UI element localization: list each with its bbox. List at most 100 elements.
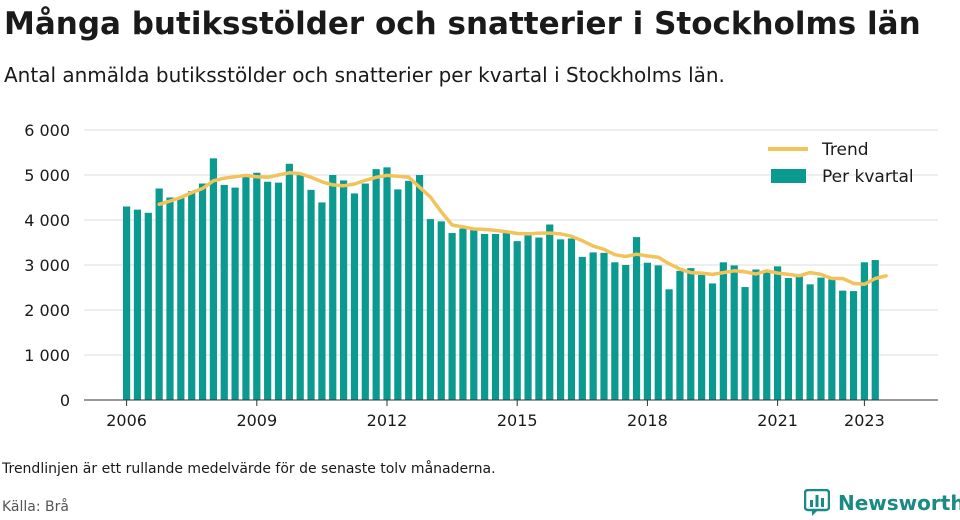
x-tick-label: 2015 [497,411,538,430]
y-tick-label: 3 000 [24,256,70,275]
bar [567,238,576,400]
bar [502,232,510,400]
bar [632,237,641,400]
bar [133,209,142,400]
brand-name: Newsworthy [838,491,960,515]
bar [698,274,706,400]
bar [871,260,879,400]
bar [372,169,380,400]
bar [546,224,554,400]
bar [166,197,174,400]
bar [643,262,651,400]
bar [600,252,608,400]
bar [361,183,369,400]
bar-series [123,158,879,400]
legend-bar-swatch [771,169,806,183]
trend-line [157,171,888,287]
bar [285,163,293,400]
bar [784,278,793,400]
x-tick-label: 2006 [106,411,147,430]
bar [459,228,467,400]
y-tick-label: 6 000 [24,121,70,140]
bar [318,202,326,400]
x-tick-label: 2012 [367,411,408,430]
bar [231,187,239,400]
y-tick-label: 1 000 [24,346,70,365]
bar [763,270,771,400]
bar [849,291,858,400]
bar [676,270,684,400]
bar [795,274,803,400]
chart-title: Många butiksstölder och snatterier i Sto… [4,6,921,42]
bar [557,239,565,400]
bar [513,241,521,400]
bar [329,175,337,400]
bar [860,262,868,400]
bar [340,180,348,400]
trend-series [157,171,888,287]
bar [437,221,445,400]
source-note: Källa: Brå [2,499,69,515]
legend-bar-label: Per kvartal [822,167,914,187]
bar [198,183,207,400]
bar [719,262,727,400]
bar [741,287,749,400]
bar [242,175,250,400]
bar [274,182,283,400]
bar [730,265,738,400]
bar [828,279,836,400]
bar [774,266,782,400]
bar [708,283,717,400]
bar [426,219,434,400]
bar [144,212,152,400]
bar [253,172,261,400]
bar [481,233,489,400]
bar [470,229,478,400]
bar [752,269,760,400]
x-tick-label: 2021 [757,411,798,430]
bar [405,180,413,400]
legend-trend-label: Trend [821,140,869,160]
bar [806,284,814,400]
y-tick-label: 0 [60,391,70,410]
y-tick-label: 4 000 [24,211,70,230]
x-tick-label: 2018 [627,411,668,430]
bar [296,173,304,400]
bar [394,189,402,400]
y-axis-ticks: 0 1 000 2 000 3 000 4 000 5 000 6 000 [24,121,70,410]
bar [524,232,532,400]
bar [264,181,272,400]
bar [307,189,315,400]
bar [209,158,217,400]
bar [839,290,847,400]
bar [611,262,619,400]
legend: Trend Per kvartal [768,140,914,187]
bar [535,237,543,400]
bar [155,188,163,400]
bar [817,277,825,400]
bar [654,265,662,400]
y-tick-label: 2 000 [24,301,70,320]
bar [350,193,359,400]
bar [415,175,424,400]
bar [123,206,131,400]
bar [589,252,597,400]
bar [491,233,500,400]
bar [578,256,586,400]
x-axis: 2006 2009 2012 2015 2018 2021 2023 [84,399,938,430]
logo-icon [804,489,830,516]
bar [383,167,391,400]
bar [687,268,695,400]
bar [188,191,196,400]
newsworthy-logo: Newsworthy [804,489,960,517]
chart-subtitle: Antal anmälda butiksstölder och snatteri… [4,63,725,87]
x-tick-label: 2009 [236,411,277,430]
x-tick-label: 2023 [844,411,885,430]
chart-area: 0 1 000 2 000 3 000 4 000 5 000 6 000 2006 2009… [24,121,938,430]
bar [177,197,185,400]
bar [448,233,456,400]
bar [220,184,228,400]
y-tick-label: 5 000 [24,166,70,185]
bar [622,265,630,400]
bar [665,289,673,400]
